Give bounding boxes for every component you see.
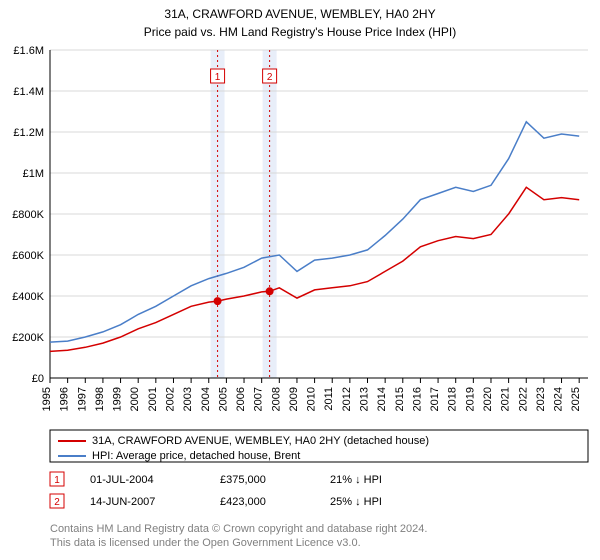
y-tick-label: £1.4M <box>13 86 44 98</box>
x-tick-label: 2022 <box>517 387 529 411</box>
sales-row-marker-num: 2 <box>54 497 60 508</box>
y-tick-label: £1M <box>23 168 44 180</box>
x-tick-label: 2005 <box>217 387 229 411</box>
x-tick-label: 2011 <box>323 387 335 411</box>
x-tick-label: 2019 <box>464 387 476 411</box>
x-tick-label: 2009 <box>288 387 300 411</box>
x-tick-label: 2020 <box>482 387 494 411</box>
x-tick-label: 2002 <box>164 387 176 411</box>
x-tick-label: 2021 <box>500 387 512 411</box>
x-tick-label: 1995 <box>41 387 53 411</box>
y-tick-label: £400K <box>12 291 44 303</box>
y-tick-label: £800K <box>12 209 44 221</box>
y-tick-label: £200K <box>12 332 44 344</box>
marker-dot <box>266 287 274 295</box>
sales-row-price: £423,000 <box>220 496 266 508</box>
x-tick-label: 2008 <box>270 387 282 411</box>
x-tick-label: 2000 <box>129 387 141 411</box>
footer-line2: This data is licensed under the Open Gov… <box>50 537 361 549</box>
x-tick-label: 1997 <box>76 387 88 411</box>
sales-row-pct: 25% ↓ HPI <box>330 496 382 508</box>
marker-number: 2 <box>267 72 273 83</box>
x-tick-label: 2023 <box>535 387 547 411</box>
marker-dot <box>214 297 222 305</box>
chart-title-line2: Price paid vs. HM Land Registry's House … <box>144 25 456 39</box>
legend-label: HPI: Average price, detached house, Bren… <box>92 450 300 462</box>
x-tick-label: 2006 <box>235 387 247 411</box>
y-tick-label: £1.6M <box>13 45 44 57</box>
x-tick-label: 2007 <box>253 387 265 411</box>
x-tick-label: 2013 <box>359 387 371 411</box>
sales-row-date: 01-JUL-2004 <box>90 474 154 486</box>
legend-label: 31A, CRAWFORD AVENUE, WEMBLEY, HA0 2HY (… <box>92 435 429 447</box>
chart-container: 31A, CRAWFORD AVENUE, WEMBLEY, HA0 2HY Pr… <box>0 0 600 560</box>
x-tick-label: 2001 <box>147 387 159 411</box>
x-tick-label: 1999 <box>112 387 124 411</box>
x-tick-label: 1998 <box>94 387 106 411</box>
x-tick-label: 2024 <box>553 387 565 411</box>
chart-svg: 31A, CRAWFORD AVENUE, WEMBLEY, HA0 2HY Pr… <box>0 0 600 560</box>
marker-number: 1 <box>215 72 221 83</box>
y-tick-label: £600K <box>12 250 44 262</box>
footer-line1: Contains HM Land Registry data © Crown c… <box>50 523 427 535</box>
chart-title-line1: 31A, CRAWFORD AVENUE, WEMBLEY, HA0 2HY <box>164 7 435 21</box>
x-tick-label: 2017 <box>429 387 441 411</box>
y-tick-label: £0 <box>32 373 44 385</box>
sales-row-price: £375,000 <box>220 474 266 486</box>
x-tick-label: 2015 <box>394 387 406 411</box>
y-tick-label: £1.2M <box>13 127 44 139</box>
x-tick-label: 2012 <box>341 387 353 411</box>
x-tick-label: 2018 <box>447 387 459 411</box>
x-tick-label: 2014 <box>376 387 388 411</box>
x-tick-label: 2025 <box>570 387 582 411</box>
x-tick-label: 2003 <box>182 387 194 411</box>
sales-row-marker-num: 1 <box>54 475 60 486</box>
sales-row-date: 14-JUN-2007 <box>90 496 155 508</box>
sales-row-pct: 21% ↓ HPI <box>330 474 382 486</box>
x-tick-label: 1996 <box>59 387 71 411</box>
x-tick-label: 2010 <box>306 387 318 411</box>
x-tick-label: 2004 <box>200 387 212 411</box>
x-tick-label: 2016 <box>411 387 423 411</box>
